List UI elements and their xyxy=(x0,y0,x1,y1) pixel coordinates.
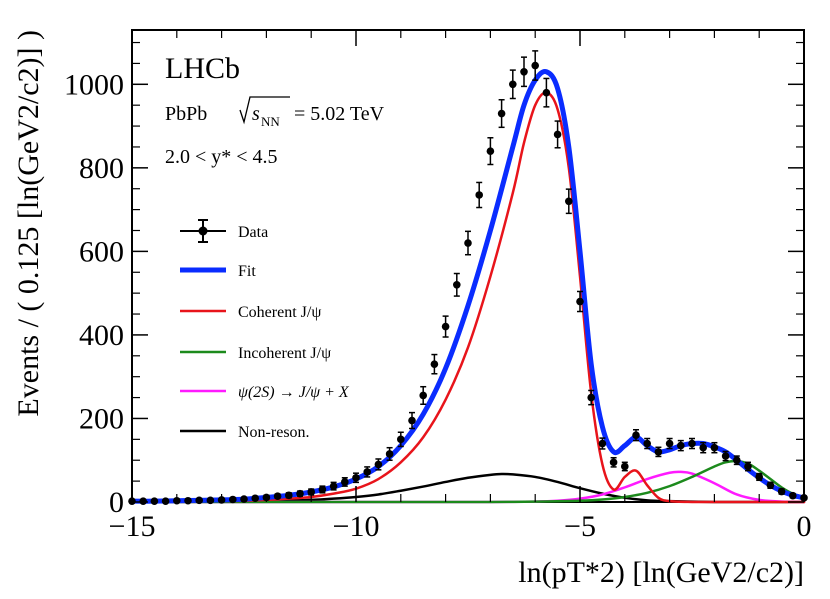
data-point xyxy=(329,481,338,491)
legend-label-psi2s: ψ(2S) → J/ψ + X xyxy=(238,384,350,401)
collision-label: PbPb xyxy=(165,103,207,125)
data-point xyxy=(296,489,304,498)
data-point xyxy=(273,492,282,500)
data-point xyxy=(430,353,439,375)
data-point xyxy=(374,458,383,471)
data-point xyxy=(553,120,562,149)
data-point xyxy=(665,437,674,450)
ticks: −15 −10 −5 0 0 200 400 600 800 1000 xyxy=(64,30,812,543)
data-point xyxy=(542,77,551,108)
data-point xyxy=(363,466,372,478)
data-point xyxy=(688,437,696,450)
data-point xyxy=(565,188,573,215)
data-point xyxy=(755,472,763,482)
data-point xyxy=(497,99,506,129)
y-tick-label: 1000 xyxy=(64,68,124,101)
data-point xyxy=(475,181,484,209)
legend-marker-data xyxy=(180,219,226,243)
y-tick-label: 400 xyxy=(79,319,124,352)
data-point xyxy=(139,497,147,505)
data-point xyxy=(285,491,293,500)
data-point xyxy=(385,446,394,461)
data-point xyxy=(464,230,472,256)
data-point xyxy=(587,389,595,406)
data-point xyxy=(520,56,528,88)
y-axis-title: Events / ( 0.125 [ln(GeV2/c2)] ) xyxy=(12,30,45,417)
data-point xyxy=(643,437,651,450)
x-tick-label: −5 xyxy=(564,510,596,543)
energy-label: = 5.02 TeV xyxy=(294,103,385,125)
data-point xyxy=(576,290,584,313)
data-point xyxy=(195,496,203,505)
legend-label-coherent: Coherent J/ψ xyxy=(238,304,321,321)
y-tick-label: 800 xyxy=(79,152,124,185)
data-point xyxy=(677,439,685,452)
x-tick-label: 0 xyxy=(797,510,812,543)
y-tick-label: 0 xyxy=(109,486,124,519)
data-point xyxy=(733,455,741,466)
x-axis-title: ln(pT*2) [ln(GeV2/c2)] xyxy=(518,556,804,589)
data-point xyxy=(341,477,349,487)
data-point xyxy=(598,437,607,450)
data-point xyxy=(184,496,192,505)
sqrt-snn-symbol: s NN xyxy=(239,96,290,129)
legend: Data Fit Coherent J/ψ Incoherent J/ψ ψ(2… xyxy=(180,219,350,441)
data-point xyxy=(441,315,450,338)
data-point xyxy=(150,497,159,505)
data-point xyxy=(654,446,663,458)
data-point xyxy=(721,450,730,462)
data-point xyxy=(609,456,618,468)
data-point xyxy=(777,487,786,496)
data-point xyxy=(453,272,461,297)
data-point xyxy=(744,461,752,472)
data-point xyxy=(397,431,405,448)
legend-label-data: Data xyxy=(238,224,268,241)
data-point xyxy=(486,137,495,166)
svg-text:s: s xyxy=(252,103,260,125)
series-line-coherent xyxy=(130,91,806,504)
x-tick-label: −15 xyxy=(109,510,156,543)
data-point xyxy=(240,495,248,503)
legend-label-fit: Fit xyxy=(238,263,256,280)
data-point xyxy=(621,461,629,472)
y-tick-label: 200 xyxy=(79,402,124,435)
data-point xyxy=(509,69,517,100)
x-tick-label: −10 xyxy=(333,510,380,543)
data-point xyxy=(419,385,428,406)
data-point xyxy=(766,481,775,490)
data-point xyxy=(710,441,719,454)
data-point xyxy=(531,50,539,81)
data-point xyxy=(229,495,237,504)
data-point xyxy=(632,428,640,442)
data-points xyxy=(128,50,808,505)
data-point xyxy=(206,496,215,505)
data-point xyxy=(699,441,707,454)
svg-text:NN: NN xyxy=(261,114,280,129)
series-layer xyxy=(129,69,807,504)
data-point xyxy=(251,494,259,503)
rapidity-label: 2.0 < y* < 4.5 xyxy=(165,146,278,168)
y-tick-label: 600 xyxy=(79,235,124,268)
data-point xyxy=(318,485,327,494)
data-point xyxy=(352,472,360,484)
data-point xyxy=(789,491,797,500)
data-point xyxy=(408,411,416,430)
legend-label-nonreson: Non-reson. xyxy=(238,424,310,441)
experiment-label: LHCb xyxy=(165,52,240,85)
series-line-fit xyxy=(129,69,807,504)
data-point xyxy=(161,497,170,505)
legend-label-incoherent: Incoherent J/ψ xyxy=(238,345,331,362)
plot-frame xyxy=(131,29,805,503)
